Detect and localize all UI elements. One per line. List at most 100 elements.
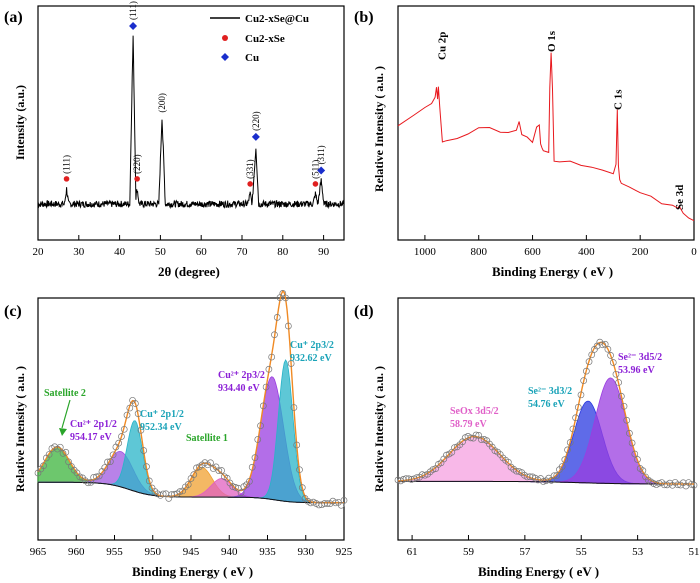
panel-c-raw-point-156 (251, 454, 259, 462)
panel-d-raw-point-26 (429, 466, 437, 473)
panel-c-raw-point-4 (40, 462, 47, 470)
panel-a-cu-marker-0 (129, 22, 138, 30)
panel-a: (a) Intensity (a.u.) 2θ (degree) 20 30 40 5… (4, 1, 345, 279)
panel-a-cu2xse-hkl-0: (111) (62, 155, 72, 174)
panel-d-tick-label-5: 51 (689, 546, 700, 558)
panel-c-raw-point-30 (76, 473, 84, 481)
panel-c-raw-point-42 (93, 473, 100, 481)
panel-c-raw-point-90 (159, 490, 167, 498)
panel-c-raw-point-178 (282, 294, 289, 302)
panel-d-raw-point-182 (639, 467, 647, 474)
panel-c-raw-point-208 (323, 500, 331, 507)
panel-c-raw-point-58 (115, 439, 123, 447)
panel-b-frame (397, 5, 695, 241)
panel-c-raw-point-60 (118, 433, 125, 440)
panel-c-raw-point-158 (254, 436, 262, 443)
panel-a-xlabel: 2θ (degree) (158, 264, 220, 279)
panel-b-ylabel: Relative Intensity ( a.u. ) (372, 66, 386, 192)
panel-b: (b) Relative Intensity ( a.u. ) Binding … (354, 5, 697, 279)
panel-a-ticks: 20 30 40 50 60 70 80 90 (33, 235, 330, 258)
panel-c-peak-value-2: 952.34 eV (140, 422, 182, 433)
panel-b-tick-label-0: 1000 (414, 246, 437, 258)
panel-b-peak-label-2: C 1s (613, 89, 625, 110)
panel-b-plot: Cu 2p O 1s C 1s Se 3d (397, 30, 695, 222)
panel-c-raw-point-108 (184, 481, 192, 488)
panel-d-raw-point-116 (550, 472, 558, 480)
panel-c-raw-point-166 (265, 365, 273, 373)
panel-d-peak-value-2: 53.96 eV (618, 365, 655, 376)
panel-a-cu2xse-hkl-1: (220) (132, 154, 142, 174)
panel-d-raw-point-156 (604, 345, 612, 353)
panel-b-peak-label-3: Se 3d (674, 185, 686, 210)
panel-c-raw-point-8 (45, 451, 53, 458)
panel-c-tick-label-4: 945 (183, 546, 200, 558)
panel-d-tick-label-1: 59 (463, 546, 475, 558)
panel-c-raw-point-16 (56, 443, 64, 451)
panel-c-peak-label-0: Satellite 2 (44, 388, 86, 399)
panel-b-tick-label-3: 400 (578, 246, 595, 258)
panel-c-peak-value-5: 932.62 eV (290, 353, 332, 364)
panel-d-raw-point-170 (623, 416, 631, 424)
panel-a-legend-blue-swatch (221, 53, 229, 61)
panel-c-peak-label-4: Cu²⁺ 2p3/2 (218, 370, 265, 381)
panel-c-raw-point-48 (101, 464, 109, 471)
panel-d-raw-point-8 (405, 475, 413, 483)
panel-d-raw-point-118 (553, 472, 561, 479)
panel-d-raw-point-218 (687, 480, 695, 488)
panel-c-peak-label-1: Cu²⁺ 2p1/2 (70, 419, 117, 430)
panel-c-raw-point-142 (232, 484, 239, 491)
panel-c-raw-point-184 (290, 404, 298, 411)
panel-d-raw-point-164 (615, 379, 623, 386)
panel-d-peak-value-1: 54.76 eV (528, 399, 565, 410)
panel-c-peak-label-3: Satellite 1 (186, 433, 228, 444)
panel-a-tick-label-0: 20 (33, 246, 45, 258)
panel-d-raw-point-108 (539, 478, 547, 485)
panel-d-raw-point-6 (402, 475, 410, 482)
panel-c-raw-point-96 (168, 491, 175, 498)
panel-c-raw-point-186 (293, 441, 301, 449)
panel-a-cu-hkl-200: (200) (157, 93, 167, 113)
panel-c-peak-label-2: Cu⁺ 2p1/2 (140, 409, 184, 420)
panel-c-satellite-arrow (61, 399, 71, 429)
panel-d-raw-point-162 (612, 370, 620, 378)
panel-c-raw-point-154 (248, 463, 256, 471)
panel-c-raw-point-196 (307, 499, 314, 507)
panel-a-tick-label-2: 40 (114, 246, 126, 258)
panel-d-xlabel: Binding Energy ( eV ) (478, 564, 599, 579)
panel-c-raw-point-146 (237, 489, 245, 496)
panel-c-raw-point-20 (62, 448, 70, 456)
panel-c-raw-point-80 (145, 477, 153, 485)
panel-a-legend: Cu2-xSe@Cu Cu2-xSe Cu (210, 13, 309, 64)
panel-c-raw-point-162 (259, 402, 267, 410)
panel-c-raw-point-218 (337, 501, 345, 509)
panel-c-raw-point-164 (262, 383, 270, 391)
panel-c-raw-point-214 (332, 499, 340, 507)
panel-d-tick-label-0: 61 (407, 546, 418, 558)
panel-d-raw-point-138 (580, 377, 588, 384)
panel-a-frame (37, 5, 345, 241)
panel-c-raw-point-130 (215, 467, 223, 474)
panel-c-peak-value-4: 934.40 eV (218, 383, 260, 394)
panel-c-raw-point-172 (273, 313, 281, 321)
panel-b-peak-label-1: O 1s (546, 30, 558, 52)
panel-a-cu2xse-marker-1 (134, 176, 140, 182)
panel-d-raw-point-62 (478, 436, 485, 443)
panel-d-raw-point-152 (599, 341, 606, 349)
panel-c-raw-point-112 (190, 471, 198, 479)
panel-c-raw-point-102 (176, 488, 184, 495)
panel-c-tick-label-6: 935 (259, 546, 276, 558)
panel-a-legend-label-1: Cu2-xSe (245, 33, 285, 45)
panel-a-cu2xse-marker-3 (312, 181, 319, 187)
panel-c-raw-point-38 (87, 478, 95, 486)
panel-b-peak-label-0: Cu 2p (437, 32, 449, 60)
panel-d-raw-point-168 (620, 402, 628, 410)
panel-a-cu-hkl-2: (311) (316, 145, 326, 164)
panel-d-raw-point-124 (561, 456, 569, 463)
panel-d-raw-point-220 (690, 481, 698, 489)
panel-a-tick-label-3: 50 (155, 246, 167, 258)
panel-d-raw-point-58 (472, 431, 480, 439)
panel-c-tick-label-7: 930 (298, 546, 315, 558)
panel-c-letter: (c) (4, 303, 22, 320)
panel-d-ticks: 61 59 57 55 53 51 (407, 535, 700, 558)
